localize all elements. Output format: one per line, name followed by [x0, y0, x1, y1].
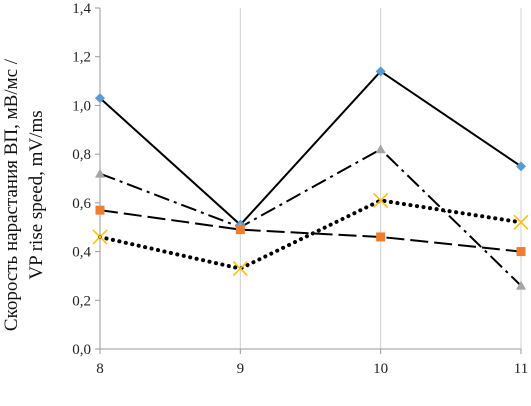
axes	[95, 7, 522, 354]
series-4-point-8	[92, 229, 108, 245]
series-3-point-8	[95, 205, 105, 215]
y-axis-label: Скорость нарастания ВП, мВ/мс /	[1, 58, 22, 331]
series-4-line	[98, 198, 523, 271]
series-1-point-11	[516, 161, 526, 172]
y-tick-label: 1,0	[72, 98, 91, 114]
x-tick-label: 10	[373, 361, 388, 377]
series-3-point-10	[376, 232, 386, 242]
series-3-line	[99, 209, 522, 253]
series-layer	[92, 66, 529, 290]
series-1-line	[99, 70, 522, 227]
x-tick-label: 9	[237, 361, 245, 377]
series-2-point-10	[375, 144, 386, 154]
series-1-point-8	[95, 93, 105, 104]
gridlines	[239, 8, 522, 349]
series-2-point-8	[95, 168, 105, 178]
series-4-point-11	[513, 214, 529, 230]
y-tick-label: 1,2	[72, 50, 91, 66]
series-3-point-9	[235, 225, 245, 235]
series-1-point-10	[375, 66, 386, 77]
y-tick-label: 0,6	[72, 196, 91, 212]
y-tick-label: 0,4	[72, 245, 91, 261]
y-tick-labels: 0,0 0,2 0,4 0,6 0,8 1,0 1,2 1,4	[72, 1, 91, 358]
series-3-point-11	[516, 247, 526, 257]
x-tick-label: 11	[514, 361, 528, 377]
series-4-point-10	[373, 192, 389, 208]
series-2-line	[99, 148, 522, 287]
series-2-point-11	[516, 280, 526, 290]
x-tick-labels: 8 9 10 11	[96, 361, 528, 377]
series-4-point-9	[232, 261, 248, 277]
y-tick-label: 0,0	[72, 342, 91, 358]
y-tick-label: 0,8	[72, 147, 91, 163]
y-axis-label-english: VP rise speed, mV/ms	[26, 110, 47, 279]
y-tick-label: 0,2	[72, 293, 91, 309]
y-tick-label: 1,4	[72, 1, 91, 17]
x-tick-label: 8	[96, 361, 104, 377]
